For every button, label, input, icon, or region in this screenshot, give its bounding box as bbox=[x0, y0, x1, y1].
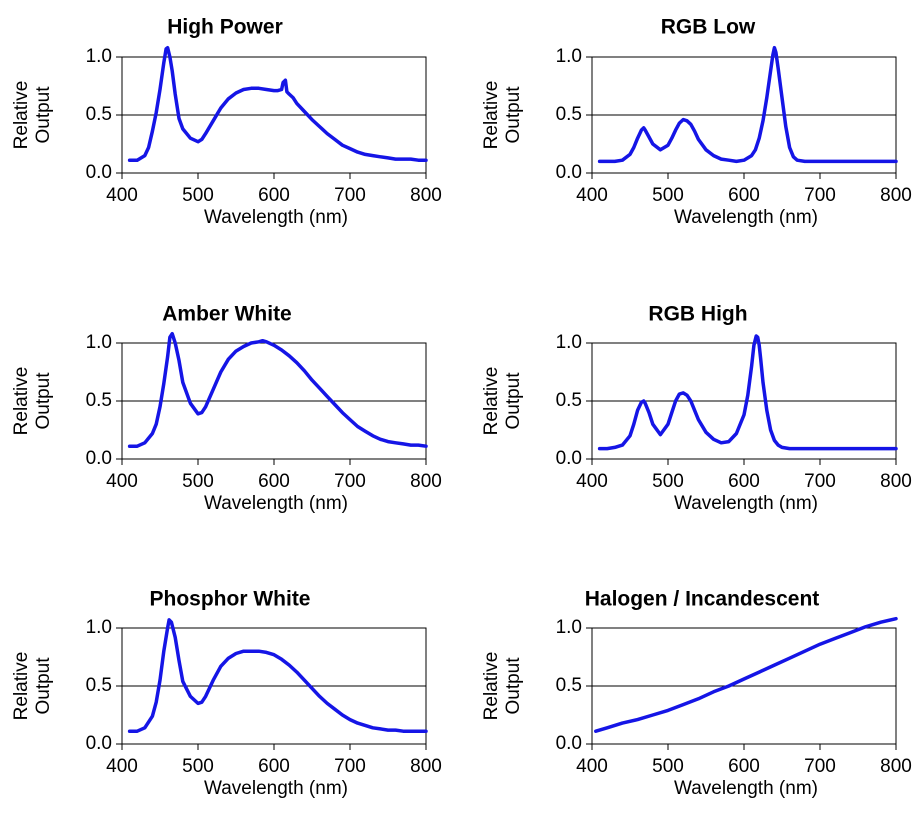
y-tick-label: 0.5 bbox=[86, 675, 112, 696]
y-tick-label: 0.5 bbox=[86, 390, 112, 411]
chart-panel-2: RGB Low 0.0 0.5 1.0 400 500 600 700 800 Wavelengt… bbox=[481, 16, 912, 228]
y-tick-label: 0.0 bbox=[86, 448, 112, 469]
chart-panel-6: Halogen / Incandescent 0.0 0.5 1.0 400 500 600… bbox=[481, 588, 912, 799]
x-axis-label: Wavelength (nm) bbox=[674, 778, 818, 799]
y-tick-label: 0.5 bbox=[556, 675, 582, 696]
x-tick-label: 400 bbox=[576, 756, 608, 777]
x-tick-label: 600 bbox=[258, 756, 290, 777]
y-tick-label: 0.0 bbox=[86, 162, 112, 183]
y-tick-label: 1.0 bbox=[86, 46, 112, 67]
y-axis-label: Output bbox=[503, 657, 524, 715]
x-tick-label: 700 bbox=[334, 185, 366, 206]
x-tick-label: 800 bbox=[880, 185, 912, 206]
y-tick-label: 0.5 bbox=[556, 104, 582, 125]
x-axis-label: Wavelength (nm) bbox=[204, 778, 348, 799]
x-tick-label: 500 bbox=[652, 756, 684, 777]
x-tick-label: 800 bbox=[410, 185, 442, 206]
y-tick-label: 0.0 bbox=[556, 448, 582, 469]
x-tick-label: 400 bbox=[576, 471, 608, 492]
chart-title: Phosphor White bbox=[150, 588, 311, 611]
x-tick-label: 700 bbox=[334, 471, 366, 492]
x-tick-label: 500 bbox=[652, 185, 684, 206]
x-tick-label: 500 bbox=[652, 471, 684, 492]
x-tick-label: 700 bbox=[804, 756, 836, 777]
series-line bbox=[127, 45, 428, 162]
y-axis-label: Relative bbox=[11, 652, 32, 721]
plot-frame bbox=[591, 627, 897, 745]
x-tick-label: 600 bbox=[728, 185, 760, 206]
y-axis-label: Relative bbox=[11, 367, 32, 436]
series-line bbox=[597, 45, 898, 164]
x-tick-label: 500 bbox=[182, 756, 214, 777]
y-tick-label: 0.5 bbox=[86, 104, 112, 125]
x-tick-label: 700 bbox=[334, 756, 366, 777]
x-tick-label: 600 bbox=[258, 185, 290, 206]
y-axis-label: Relative bbox=[481, 652, 502, 721]
y-axis-label: Output bbox=[503, 86, 524, 144]
chart-panel-3: Amber White 0.0 0.5 1.0 400 500 600 700 800 Wavel… bbox=[11, 303, 442, 514]
y-tick-label: 0.0 bbox=[556, 162, 582, 183]
series-line bbox=[597, 334, 898, 451]
x-axis-label: Wavelength (nm) bbox=[204, 493, 348, 514]
y-tick-label: 1.0 bbox=[556, 332, 582, 353]
chart-title: High Power bbox=[167, 16, 283, 39]
x-tick-label: 700 bbox=[804, 185, 836, 206]
series-line bbox=[127, 618, 428, 733]
y-axis-label: Relative bbox=[11, 81, 32, 150]
x-tick-label: 800 bbox=[880, 471, 912, 492]
x-tick-label: 600 bbox=[258, 471, 290, 492]
y-axis-label: Output bbox=[33, 657, 54, 715]
series-line bbox=[594, 616, 898, 733]
y-axis-label: Output bbox=[503, 372, 524, 430]
plot-frame bbox=[591, 56, 897, 174]
x-tick-label: 500 bbox=[182, 471, 214, 492]
chart-panel-4: RGB High 0.0 0.5 1.0 400 500 600 700 800 Waveleng… bbox=[481, 303, 912, 514]
series-line bbox=[127, 331, 428, 448]
y-axis-label: Output bbox=[33, 86, 54, 144]
y-axis-label: Output bbox=[33, 372, 54, 430]
x-tick-label: 400 bbox=[576, 185, 608, 206]
x-tick-label: 800 bbox=[410, 756, 442, 777]
x-axis-label: Wavelength (nm) bbox=[204, 207, 348, 228]
x-tick-label: 500 bbox=[182, 185, 214, 206]
x-tick-label: 400 bbox=[106, 471, 138, 492]
x-tick-label: 600 bbox=[728, 756, 760, 777]
x-tick-label: 800 bbox=[880, 756, 912, 777]
x-axis-label: Wavelength (nm) bbox=[674, 493, 818, 514]
y-tick-label: 0.5 bbox=[556, 390, 582, 411]
plot-frame bbox=[121, 627, 427, 745]
plot-frame bbox=[121, 342, 427, 460]
x-tick-label: 600 bbox=[728, 471, 760, 492]
y-tick-label: 1.0 bbox=[86, 332, 112, 353]
y-axis-label: Relative bbox=[481, 81, 502, 150]
plot-frame bbox=[121, 56, 427, 174]
x-tick-label: 700 bbox=[804, 471, 836, 492]
y-tick-label: 1.0 bbox=[556, 617, 582, 638]
y-tick-label: 1.0 bbox=[556, 46, 582, 67]
chart-panel-5: Phosphor White 0.0 0.5 1.0 400 500 600 700 800 Wa… bbox=[11, 588, 442, 799]
chart-title: Amber White bbox=[162, 303, 292, 326]
y-tick-label: 0.0 bbox=[86, 733, 112, 754]
chart-title: RGB High bbox=[648, 303, 747, 326]
chart-title: Halogen / Incandescent bbox=[585, 588, 820, 611]
y-tick-label: 0.0 bbox=[556, 733, 582, 754]
x-tick-label: 800 bbox=[410, 471, 442, 492]
plot-frame bbox=[591, 342, 897, 460]
x-tick-label: 400 bbox=[106, 185, 138, 206]
y-axis-label: Relative bbox=[481, 367, 502, 436]
chart-panel-1: High Power 0.0 0.5 1.0 400 500 600 700 800 Wavele… bbox=[11, 16, 442, 228]
x-tick-label: 400 bbox=[106, 756, 138, 777]
chart-title: RGB Low bbox=[661, 16, 756, 39]
x-axis-label: Wavelength (nm) bbox=[674, 207, 818, 228]
y-tick-label: 1.0 bbox=[86, 617, 112, 638]
